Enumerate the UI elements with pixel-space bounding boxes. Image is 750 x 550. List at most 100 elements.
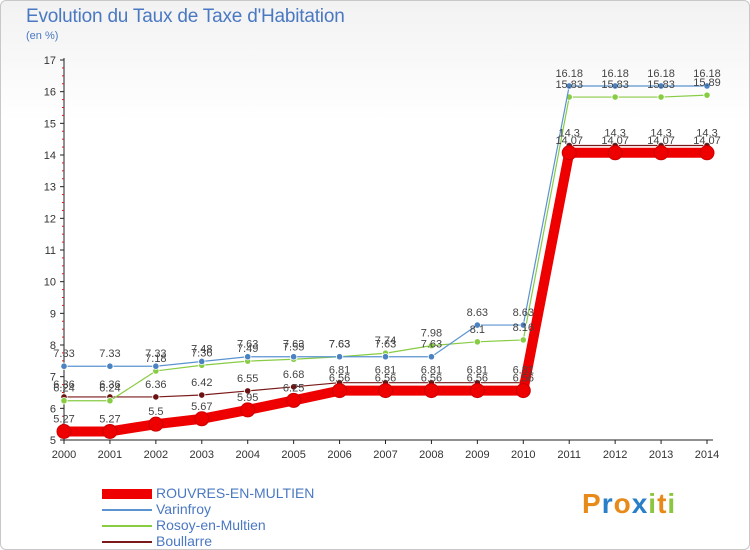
- logo-letter: r: [601, 488, 614, 519]
- data-label-varinfroy: 7.63: [375, 339, 396, 351]
- data-point-varinfroy: [106, 362, 114, 370]
- data-point-rouvres-en-multien: [423, 383, 439, 399]
- x-tick-label: 2008: [419, 449, 443, 461]
- data-label-varinfroy: 7.63: [283, 339, 304, 351]
- data-point-varinfroy: [290, 353, 298, 361]
- x-tick-label: 2007: [373, 449, 397, 461]
- data-label-rosoy-en-multien: 8.16: [513, 322, 534, 334]
- data-point-rouvres-en-multien: [469, 383, 485, 399]
- data-point-varinfroy: [565, 82, 573, 90]
- data-label-boullarre: 6.55: [237, 373, 258, 385]
- data-label-boullarre: 14.3: [604, 128, 625, 140]
- data-label-rosoy-en-multien: 7.74: [375, 335, 396, 347]
- data-label-rouvres-en-multien: 6.56: [421, 373, 442, 385]
- data-label-varinfroy: 7.33: [99, 348, 120, 360]
- data-point-rosoy-en-multien: [106, 397, 114, 405]
- data-label-varinfroy: 8.63: [513, 307, 534, 319]
- data-point-boullarre: [290, 383, 298, 391]
- chart-title: Evolution du Taux de Taxe d'Habitation: [26, 6, 345, 27]
- data-point-rosoy-en-multien: [657, 93, 665, 101]
- data-label-rosoy-en-multien: 8.1: [470, 324, 485, 336]
- data-label-rosoy-en-multien: 15.83: [647, 79, 675, 91]
- data-label-boullarre: 6.68: [283, 369, 304, 381]
- x-tick-label: 2014: [695, 449, 719, 461]
- data-point-varinfroy: [427, 353, 436, 361]
- data-point-varinfroy: [198, 357, 206, 366]
- x-tick-label: 2010: [511, 449, 535, 461]
- data-label-rouvres-en-multien: 6.56: [467, 373, 488, 385]
- logo-letter: t: [657, 488, 668, 519]
- data-point-rosoy-en-multien: [611, 93, 619, 101]
- logo-letter: i: [648, 488, 658, 519]
- logo-letter: x: [631, 488, 649, 519]
- data-label-rosoy-en-multien: 15.83: [601, 79, 629, 91]
- x-tick-label: 2012: [603, 449, 627, 461]
- data-point-varinfroy: [60, 362, 68, 370]
- x-tick-label: 2000: [52, 449, 76, 461]
- data-label-boullarre: 6.81: [421, 365, 442, 377]
- logo-letter: o: [613, 488, 632, 519]
- data-label-rosoy-en-multien: 6.24: [99, 383, 120, 395]
- data-point-varinfroy: [152, 362, 160, 370]
- data-label-boullarre: 6.36: [53, 379, 74, 391]
- legend-label: ROUVRES-EN-MULTIEN: [156, 485, 315, 501]
- data-label-rosoy-en-multien: 15.83: [555, 79, 583, 91]
- data-label-boullarre: 6.81: [375, 365, 396, 377]
- data-label-varinfroy: 16.18: [693, 68, 721, 80]
- data-label-rouvres-en-multien: 14.07: [601, 135, 629, 147]
- data-point-rosoy-en-multien: [473, 338, 481, 346]
- data-label-rouvres-en-multien: 5.95: [237, 392, 258, 404]
- data-label-rouvres-en-multien: 6.56: [329, 373, 350, 385]
- data-point-varinfroy: [611, 82, 619, 90]
- legend-label: Varinfroy: [156, 501, 211, 517]
- data-label-varinfroy: 7.63: [237, 339, 258, 351]
- legend-label: Rosoy-en-Multien: [156, 517, 266, 533]
- data-label-rouvres-en-multien: 6.56: [375, 373, 396, 385]
- y-tick-label: 15: [44, 118, 56, 130]
- legend-swatch: [102, 489, 152, 499]
- data-label-boullarre: 14.3: [650, 128, 671, 140]
- data-label-rouvres-en-multien: 5.5: [148, 406, 163, 418]
- data-point-rouvres-en-multien: [561, 145, 577, 161]
- y-tick-label: 6: [50, 403, 56, 415]
- data-point-varinfroy: [381, 353, 390, 361]
- data-label-boullarre: 6.42: [191, 377, 212, 389]
- data-point-rouvres-en-multien: [653, 145, 669, 161]
- data-label-rouvres-en-multien: 14.07: [647, 135, 675, 147]
- data-point-rouvres-en-multien: [515, 383, 531, 399]
- data-label-rosoy-en-multien: 15.89: [693, 77, 721, 89]
- data-label-rosoy-en-multien: 7.49: [237, 343, 258, 355]
- legend-swatch: [102, 541, 152, 543]
- data-point-rouvres-en-multien: [332, 383, 348, 399]
- data-point-varinfroy: [703, 82, 711, 90]
- data-label-varinfroy: 16.18: [601, 68, 629, 80]
- proxiti-logo: Proxiti: [582, 488, 676, 520]
- legend-swatch: [102, 525, 152, 527]
- data-point-varinfroy: [657, 82, 665, 90]
- y-tick-label: 10: [44, 277, 56, 289]
- data-point-rouvres-en-multien: [194, 411, 210, 427]
- x-tick-label: 2005: [281, 449, 305, 461]
- data-point-rosoy-en-multien: [703, 91, 711, 99]
- data-label-rosoy-en-multien: 7.18: [145, 353, 166, 365]
- data-point-rouvres-en-multien: [378, 383, 393, 399]
- data-label-varinfroy: 7.63: [421, 339, 442, 351]
- data-label-rouvres-en-multien: 5.67: [191, 401, 212, 413]
- data-point-rouvres-en-multien: [607, 145, 623, 161]
- data-label-boullarre: 6.81: [467, 365, 488, 377]
- data-point-varinfroy: [519, 321, 527, 329]
- data-label-boullarre: 14.3: [696, 128, 717, 140]
- data-label-rouvres-en-multien: 5.27: [53, 413, 74, 425]
- data-label-varinfroy: 16.18: [555, 68, 583, 80]
- data-point-rouvres-en-multien: [148, 416, 164, 432]
- y-tick-label: 12: [44, 213, 56, 225]
- x-tick-label: 2003: [190, 449, 214, 461]
- legend-swatch: [102, 509, 152, 511]
- data-point-rouvres-en-multien: [102, 423, 118, 439]
- x-tick-label: 2006: [327, 449, 351, 461]
- data-label-rouvres-en-multien: 14.07: [693, 135, 721, 147]
- y-tick-label: 9: [50, 308, 56, 320]
- data-label-rosoy-en-multien: 6.24: [53, 383, 74, 395]
